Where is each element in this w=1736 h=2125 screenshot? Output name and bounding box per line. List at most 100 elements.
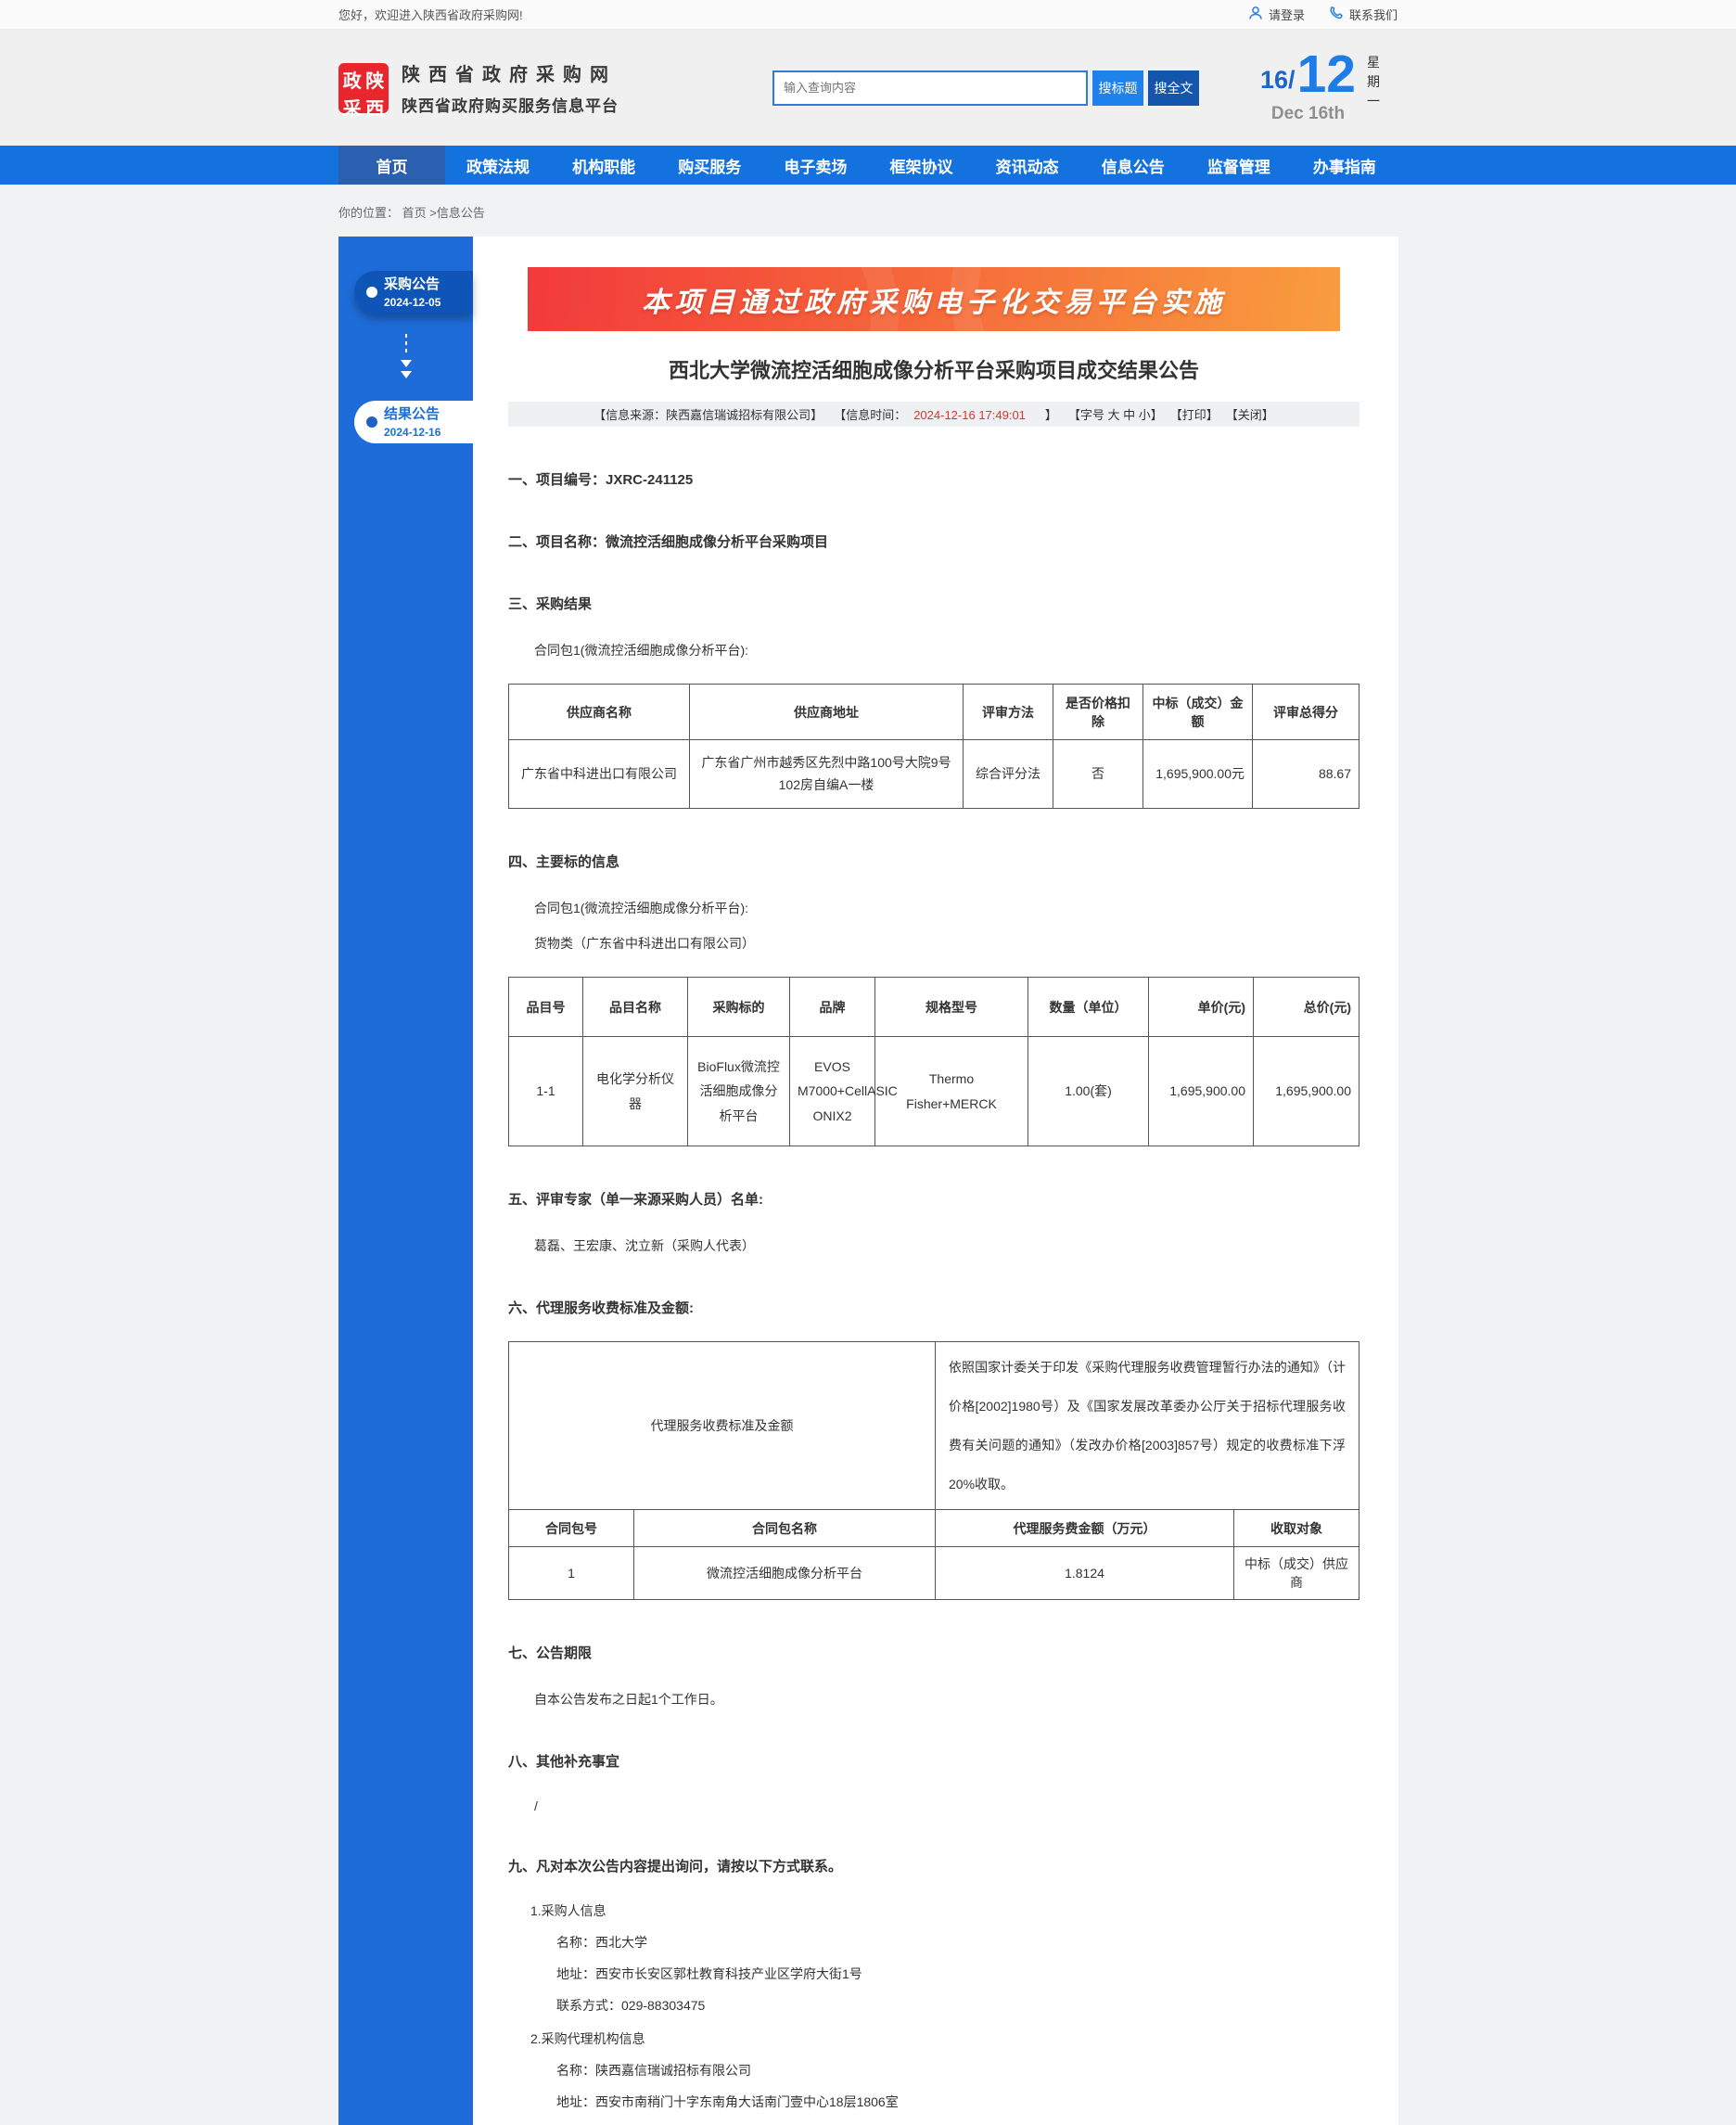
table-row: 广东省中科进出口有限公司 广东省广州市越秀区先烈中路100号大院9号102房自编…	[508, 739, 1359, 809]
font-size-controls[interactable]: 【字号 大 中 小】	[1067, 408, 1163, 422]
print-button[interactable]: 【打印】	[1169, 408, 1219, 422]
cell-unit-price: 1,695,900.00	[1148, 1036, 1254, 1146]
meta-source: 【信息来源：陕西嘉信瑞诚招标有限公司】	[594, 408, 823, 422]
contact-group-label: 2.采购代理机构信息	[530, 2031, 645, 2046]
sidebar-item-purchase-announcement[interactable]: 采购公告 2024-12-05	[354, 271, 473, 314]
table-header-row: 合同包号 合同包名称 代理服务费金额（万元） 收取对象	[508, 1509, 1359, 1547]
cell-supplier-address: 广东省广州市越秀区先烈中路100号大院9号102房自编A一楼	[689, 739, 964, 809]
nav-item-purchase-service[interactable]: 购买服务	[678, 158, 742, 176]
cell-fee-standard-label: 代理服务收费标准及金额	[508, 1341, 936, 1510]
col-supplier-address: 供应商地址	[689, 684, 964, 740]
contact-link[interactable]: 联系我们	[1329, 6, 1398, 23]
section-main-subject: 四、主要标的信息	[508, 854, 620, 870]
cell-quantity: 1.00(套)	[1028, 1036, 1149, 1146]
col-review-method: 评审方法	[963, 684, 1053, 740]
col-total-price: 总价(元)	[1253, 977, 1359, 1037]
cell-total-score: 88.67	[1252, 739, 1359, 809]
nav-item-home[interactable]: 首页	[338, 146, 445, 185]
cell-fee-standard-text: 依照国家计委关于印发《采购代理服务收费管理暂行办法的通知》（计价格[2002]1…	[935, 1341, 1359, 1510]
welcome-text: 您好，欢迎进入陕西省政府采购网!	[338, 8, 523, 22]
section-announcement-period: 七、公告期限	[508, 1645, 593, 1661]
table-header-row: 品目号 品目名称 采购标的 品牌 规格型号 数量（单位） 单价(元) 总价(元)	[508, 977, 1359, 1037]
sidebar: 采购公告 2024-12-05 结果公告 2024-12-16	[338, 237, 473, 2125]
contact-line: 名称：陕西嘉信瑞诚招标有限公司	[556, 2063, 751, 2078]
col-item-name: 品目名称	[582, 977, 688, 1037]
announcement-period-text: 自本公告发布之日起1个工作日。	[534, 1692, 723, 1707]
nav-item-emall[interactable]: 电子卖场	[784, 158, 848, 176]
cell-price-deduction: 否	[1053, 739, 1143, 809]
contact-line: 联系方式：029-88303475	[556, 1998, 706, 2013]
search-fulltext-button[interactable]: 搜全文	[1148, 70, 1199, 106]
col-package-name: 合同包名称	[633, 1509, 936, 1547]
article-meta-bar: 【信息来源：陕西嘉信瑞诚招标有限公司】 【信息时间： 2024-12-16 17:…	[508, 402, 1359, 427]
nav-item-news[interactable]: 资讯动态	[995, 158, 1059, 176]
login-link[interactable]: 请登录	[1248, 6, 1305, 23]
col-brand: 品牌	[789, 977, 875, 1037]
sidebar-item-date: 2024-12-05	[384, 295, 441, 309]
nav-item-announcements[interactable]: 信息公告	[1101, 158, 1165, 176]
cell-item-name: 电化学分析仪器	[582, 1036, 688, 1146]
cell-review-method: 综合评分法	[963, 739, 1053, 809]
main-nav: 首页 政策法规 机构职能 购买服务 电子卖场 框架协议 资讯动态 信息公告 监督…	[0, 146, 1736, 185]
close-button[interactable]: 【关闭】	[1225, 408, 1274, 422]
sidebar-item-result-announcement[interactable]: 结果公告 2024-12-16	[354, 401, 473, 443]
col-price-deduction: 是否价格扣除	[1053, 684, 1143, 740]
cell-model: Thermo Fisher+MERCK	[874, 1036, 1028, 1146]
contact-group-label: 1.采购人信息	[530, 1903, 606, 1918]
cell-total-price: 1,695,900.00	[1253, 1036, 1359, 1146]
goods-category-label: 货物类（广东省中科进出口有限公司）	[534, 936, 755, 951]
date-english: Dec 16th	[1270, 104, 1346, 124]
breadcrumb-home-link[interactable]: 首页	[402, 206, 427, 220]
logo-char: 采	[342, 98, 362, 120]
breadcrumb-current: >信息公告	[429, 206, 485, 220]
col-subject: 采购标的	[687, 977, 790, 1037]
bullet-dot-icon	[366, 287, 377, 298]
cell-package-no: 1	[508, 1546, 634, 1600]
site-subtitle: 陕西省政府购买服务信息平台	[402, 97, 619, 115]
cell-package-name: 微流控活细胞成像分析平台	[633, 1546, 936, 1600]
cell-agency-fee: 1.8124	[935, 1546, 1234, 1600]
nav-item-policy[interactable]: 政策法规	[466, 158, 530, 176]
breadcrumb-prefix: 你的位置：	[338, 206, 400, 220]
sidebar-item-title: 采购公告	[384, 275, 440, 292]
phone-icon	[1329, 6, 1344, 23]
nav-item-supervision[interactable]: 监督管理	[1206, 158, 1270, 176]
topbar: 您好，欢迎进入陕西省政府采购网! 请登录 联系我们	[0, 0, 1736, 30]
section-experts: 五、评审专家（单一来源采购人员）名单:	[508, 1192, 763, 1208]
article-card: 本项目通过政府采购电子化交易平台实施 西北大学微流控活细胞成像分析平台采购项目成…	[473, 237, 1398, 2125]
section-other-matters: 八、其他补充事宜	[508, 1754, 620, 1770]
subject-detail-table: 品目号 品目名称 采购标的 品牌 规格型号 数量（单位） 单价(元) 总价(元)…	[508, 977, 1359, 1146]
col-quantity: 数量（单位）	[1028, 977, 1149, 1037]
nav-item-functions[interactable]: 机构职能	[572, 158, 636, 176]
user-icon	[1248, 6, 1263, 23]
weekday-label: 星 期 一	[1366, 54, 1380, 109]
date-month: 12	[1296, 44, 1356, 104]
logo-char: 西	[365, 98, 385, 120]
other-matters-text: /	[534, 1799, 538, 1813]
experts-list: 葛磊、王宏康、沈立新（采购人代表）	[534, 1238, 755, 1253]
breadcrumb: 你的位置： 首页 >信息公告	[338, 185, 1398, 237]
header: 政 陕 采 西 陕西省政府采购网 陕西省政府购买服务信息平台 搜标题 搜全文 1…	[0, 30, 1736, 146]
search-title-button[interactable]: 搜标题	[1092, 70, 1143, 106]
nav-item-guide[interactable]: 办事指南	[1312, 158, 1376, 176]
search-input[interactable]	[772, 70, 1088, 106]
banner-text: 本项目通过政府采购电子化交易平台实施	[642, 287, 1226, 318]
sidebar-item-date: 2024-12-16	[384, 425, 441, 439]
col-fee-payer: 收取对象	[1233, 1509, 1359, 1547]
col-item-no: 品目号	[508, 977, 583, 1037]
supplier-result-table: 供应商名称 供应商地址 评审方法 是否价格扣除 中标（成交）金额 评审总得分 广…	[508, 684, 1359, 809]
contract-package-label: 合同包1(微流控活细胞成像分析平台):	[534, 901, 748, 915]
sidebar-item-title: 结果公告	[384, 405, 440, 422]
cell-award-amount: 1,695,900.00元	[1142, 739, 1253, 809]
login-label: 请登录	[1268, 8, 1305, 22]
nav-item-framework[interactable]: 框架协议	[889, 158, 953, 176]
section-project-number: 一、项目编号：JXRC-241125	[508, 472, 694, 488]
contact-line: 地址：西安市长安区郭杜教育科技产业区学府大街1号	[556, 1966, 862, 1981]
contract-package-label: 合同包1(微流控活细胞成像分析平台):	[534, 643, 748, 658]
col-total-score: 评审总得分	[1252, 684, 1359, 740]
site-title: 陕西省政府采购网	[402, 65, 617, 85]
cell-brand: EVOS M7000+CellASIC ONIX2	[789, 1036, 898, 1146]
contact-line: 地址：西安市南稍门十字东南角大话南门壹中心18层1806室	[556, 2094, 899, 2109]
col-model: 规格型号	[874, 977, 1028, 1037]
section-contact: 九、凡对本次公告内容提出询问，请按以下方式联系。	[508, 1859, 843, 1875]
